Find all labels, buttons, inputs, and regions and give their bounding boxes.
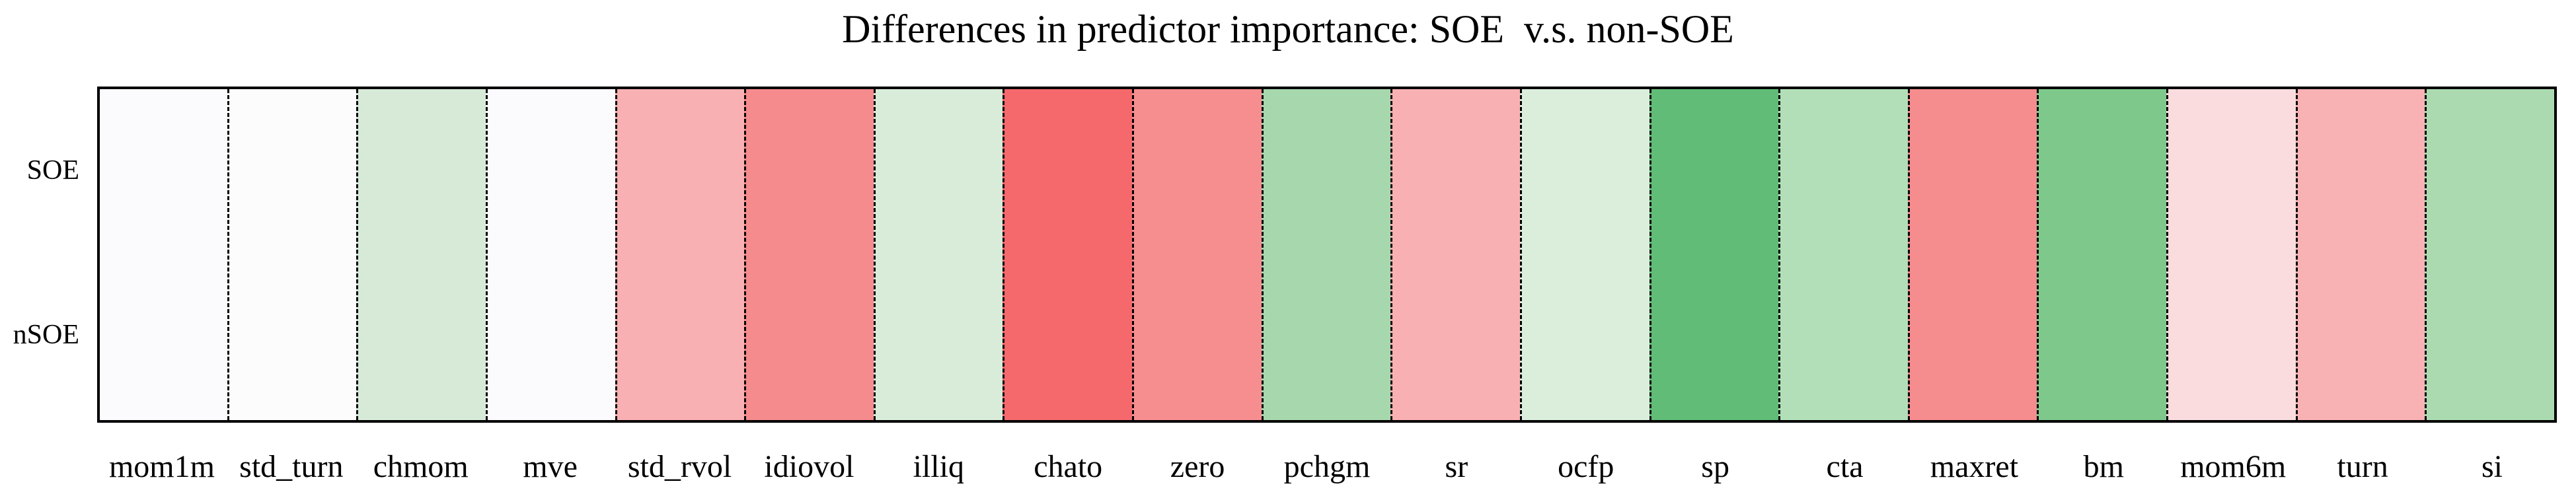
x-tick-label-maxret: maxret <box>1930 449 2019 484</box>
heatmap-column-idiovol <box>744 89 874 420</box>
x-tick-label-idiovol: idiovol <box>764 449 854 484</box>
y-tick-label-soe: SOE <box>26 155 79 186</box>
heatmap-column-sr <box>1390 89 1520 420</box>
x-tick-label-sp: sp <box>1701 449 1729 484</box>
x-tick-label-std_turn: std_turn <box>239 449 344 484</box>
heatmap-column-std_turn <box>227 89 357 420</box>
heatmap-column-cta <box>1778 89 1908 420</box>
x-tick-label-cta: cta <box>1826 449 1864 484</box>
heatmap-column-illiq <box>873 89 1003 420</box>
heatmap-column-mom1m <box>100 89 227 420</box>
x-tick-label-mom1m: mom1m <box>108 449 215 484</box>
x-tick-label-std_rvol: std_rvol <box>627 449 732 484</box>
chart-title: Differences in predictor importance: SOE… <box>842 7 1734 51</box>
heatmap-column-sp <box>1649 89 1779 420</box>
x-tick-label-bm: bm <box>2083 449 2124 484</box>
heatmap-column-maxret <box>1907 89 2037 420</box>
x-tick-label-illiq: illiq <box>913 449 964 484</box>
x-tick-label-sr: sr <box>1445 449 1468 484</box>
x-tick-label-zero: zero <box>1170 449 1225 484</box>
heatmap-column-turn <box>2295 89 2425 420</box>
x-tick-label-chmom: chmom <box>373 449 469 484</box>
heatmap-column-si <box>2425 89 2554 420</box>
x-tick-label-si: si <box>2481 449 2503 484</box>
heatmap-column-chato <box>1003 89 1132 420</box>
x-tick-label-pchgm: pchgm <box>1283 449 1371 484</box>
x-tick-label-turn: turn <box>2337 449 2388 484</box>
x-tick-label-mom6m: mom6m <box>2180 449 2287 484</box>
x-axis-labels: mom1m std_turn chmom mve std_rvol idiovol illi… <box>97 444 2557 490</box>
heatmap-column-zero <box>1132 89 1262 420</box>
heatmap-column-chmom <box>356 89 486 420</box>
y-tick-label-nsoe: nSOE <box>13 320 79 350</box>
heatmap-column-mom6m <box>2166 89 2296 420</box>
heatmap-column-bm <box>2037 89 2166 420</box>
x-tick-label-chato: chato <box>1034 449 1103 484</box>
heatmap-column-mve <box>485 89 615 420</box>
heatmap-column-ocfp <box>1519 89 1649 420</box>
x-tick-label-mve: mve <box>523 449 578 484</box>
heatmap-plot-area <box>97 87 2557 423</box>
heatmap-column-std_rvol <box>615 89 745 420</box>
x-tick-label-ocfp: ocfp <box>1558 449 1614 484</box>
heatmap-column-pchgm <box>1261 89 1391 420</box>
